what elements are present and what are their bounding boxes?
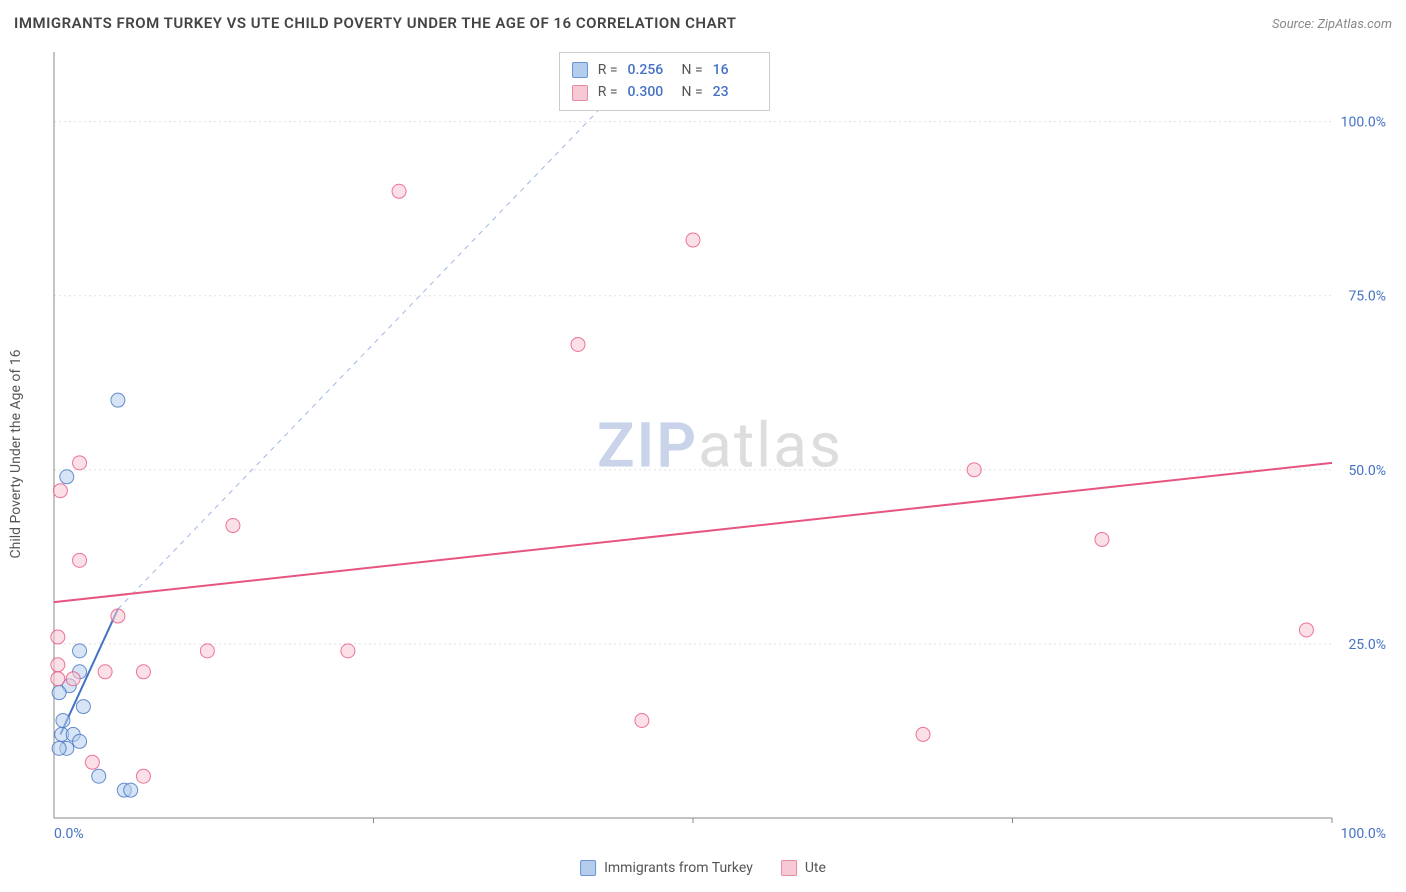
legend-item-turkey: Immigrants from Turkey (580, 860, 753, 876)
svg-text:100.0%: 100.0% (1341, 115, 1386, 131)
legend-swatch-turkey (580, 860, 596, 876)
stats-r-value: 0.300 (628, 81, 672, 103)
stats-row: R = 0.300 N = 23 (572, 81, 757, 103)
stats-r-label: R = (598, 59, 618, 81)
chart-area: 25.0%50.0%75.0%100.0%0.0%100.0% ZIPatlas… (48, 48, 1392, 844)
source-label: Source: (1272, 17, 1314, 32)
svg-text:100.0%: 100.0% (1341, 826, 1386, 842)
stats-n-value: 23 (713, 81, 757, 103)
series-legend: Immigrants from Turkey Ute (580, 860, 826, 876)
stats-legend: R = 0.256 N = 16 R = 0.300 N = 23 (559, 52, 770, 111)
y-axis-label: Child Poverty Under the Age of 16 (8, 350, 24, 559)
svg-text:75.0%: 75.0% (1348, 289, 1386, 305)
legend-item-ute: Ute (781, 860, 826, 876)
stats-r-value: 0.256 (628, 59, 672, 81)
legend-label-ute: Ute (805, 860, 826, 876)
svg-text:50.0%: 50.0% (1348, 463, 1386, 479)
legend-label-turkey: Immigrants from Turkey (604, 860, 753, 876)
stats-swatch (572, 85, 588, 101)
stats-n-label: N = (682, 59, 703, 81)
source-value: ZipAtlas.com (1317, 17, 1392, 32)
source-credit: Source: ZipAtlas.com (1272, 17, 1392, 32)
svg-text:0.0%: 0.0% (54, 826, 84, 842)
stats-n-value: 16 (713, 59, 757, 81)
stats-n-label: N = (682, 81, 703, 103)
svg-text:25.0%: 25.0% (1348, 637, 1386, 653)
stats-swatch (572, 62, 588, 78)
scatter-plot-svg: 25.0% 50.0% 75.0% 100.0% 0.0% 100.0% (48, 48, 1392, 844)
stats-r-label: R = (598, 81, 618, 103)
stats-row: R = 0.256 N = 16 (572, 59, 757, 81)
legend-swatch-ute (781, 860, 797, 876)
chart-title: IMMIGRANTS FROM TURKEY VS UTE CHILD POVE… (14, 14, 736, 32)
title-bar: IMMIGRANTS FROM TURKEY VS UTE CHILD POVE… (14, 14, 1392, 32)
